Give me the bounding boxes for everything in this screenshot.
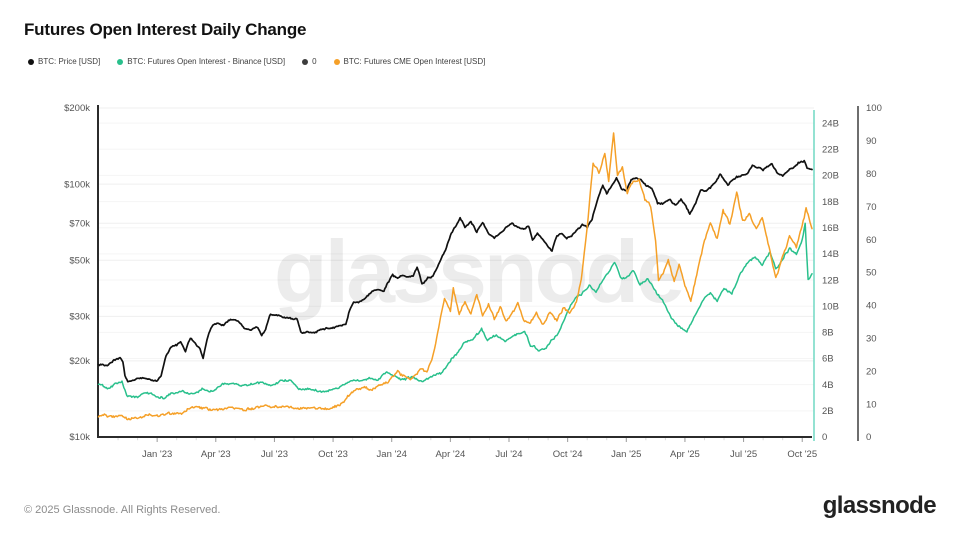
legend-dot-cme-oi bbox=[333, 58, 340, 65]
billions-axis-label: 22B bbox=[822, 144, 839, 155]
chart-legend: BTC: Price [USD] BTC: Futures Open Intere… bbox=[28, 57, 485, 66]
legend-dot-zero bbox=[302, 58, 309, 65]
x-axis-label: Jan '23 bbox=[142, 449, 172, 460]
percent-axis-label: 60 bbox=[866, 235, 877, 246]
price-axis-label: $20k bbox=[69, 356, 90, 367]
x-axis-label: Apr '24 bbox=[435, 449, 465, 460]
price-axis-label: $70k bbox=[69, 218, 90, 229]
percent-axis-label: 80 bbox=[866, 169, 877, 180]
glassnode-watermark: glassnode bbox=[274, 222, 682, 321]
billions-axis-label: 20B bbox=[822, 171, 839, 182]
x-axis-label: Jul '25 bbox=[730, 449, 757, 460]
price-axis-label: $200k bbox=[64, 103, 90, 114]
x-axis-label: Jan '25 bbox=[611, 449, 641, 460]
series-line-binance-oi bbox=[97, 222, 813, 400]
billions-axis-label: 12B bbox=[822, 275, 839, 286]
series-line-cme-oi bbox=[97, 132, 813, 421]
price-axis-label: $50k bbox=[69, 255, 90, 266]
page-title: Futures Open Interest Daily Change bbox=[24, 20, 307, 39]
glassnode-logo: glassnode bbox=[822, 492, 937, 519]
price-axis-label: $100k bbox=[64, 179, 90, 190]
x-axis-label: Jul '23 bbox=[261, 449, 288, 460]
legend-label: 0 bbox=[312, 57, 317, 66]
legend-item-zero[interactable]: 0 bbox=[302, 57, 317, 66]
percent-axis-label: 90 bbox=[866, 136, 877, 147]
x-axis-label: Oct '24 bbox=[553, 449, 583, 460]
percent-axis-label: 30 bbox=[866, 334, 877, 345]
billions-axis-label: 4B bbox=[822, 380, 834, 391]
legend-label: BTC: Futures Open Interest - Binance [US… bbox=[127, 57, 286, 66]
legend-label: BTC: Price [USD] bbox=[38, 57, 101, 66]
percent-axis-label: 50 bbox=[866, 268, 877, 279]
x-axis-label: Oct '25 bbox=[787, 449, 817, 460]
legend-dot-btc-price bbox=[28, 58, 34, 65]
billions-axis-label: 2B bbox=[822, 406, 834, 417]
billions-axis-label: 8B bbox=[822, 328, 834, 339]
legend-item-cme-oi[interactable]: BTC: Futures CME Open Interest [USD] bbox=[333, 57, 486, 66]
percent-axis-label: 10 bbox=[866, 399, 877, 410]
legend-dot-binance-oi bbox=[117, 58, 124, 65]
series-line-btc-price bbox=[97, 159, 813, 383]
billions-axis-label: 16B bbox=[822, 223, 839, 234]
billions-axis-label: 14B bbox=[822, 249, 839, 260]
legend-label: BTC: Futures CME Open Interest [USD] bbox=[343, 57, 486, 66]
legend-item-btc-price[interactable]: BTC: Price [USD] bbox=[28, 57, 100, 66]
legend-item-binance-oi[interactable]: BTC: Futures Open Interest - Binance [US… bbox=[117, 57, 285, 66]
x-axis-label: Apr '25 bbox=[670, 449, 700, 460]
percent-axis-label: 20 bbox=[866, 366, 877, 377]
billions-axis-label: 6B bbox=[822, 354, 834, 365]
x-axis-label: Jul '24 bbox=[495, 449, 522, 460]
x-axis-label: Jan '24 bbox=[377, 449, 407, 460]
percent-axis-label: 100 bbox=[866, 103, 882, 114]
billions-axis-label: 24B bbox=[822, 118, 839, 129]
price-axis-label: $30k bbox=[69, 312, 90, 323]
x-axis-label: Apr '23 bbox=[201, 449, 231, 460]
percent-axis-label: 70 bbox=[866, 202, 877, 213]
billions-axis-label: 10B bbox=[822, 301, 839, 312]
billions-axis-label: 0 bbox=[822, 432, 827, 443]
billions-axis-label: 18B bbox=[822, 197, 839, 208]
price-axis-label: $10k bbox=[69, 432, 90, 443]
percent-axis-label: 0 bbox=[866, 432, 871, 443]
copyright-text: © 2025 Glassnode. All Rights Reserved. bbox=[24, 504, 221, 516]
percent-axis-label: 40 bbox=[866, 301, 877, 312]
x-axis-label: Oct '23 bbox=[318, 449, 348, 460]
